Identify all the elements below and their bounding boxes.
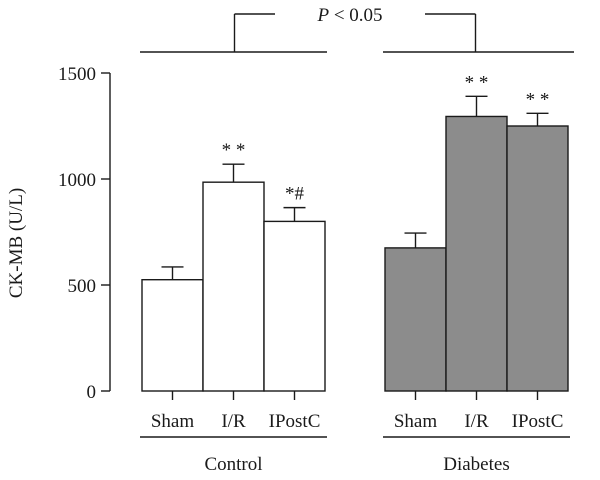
bar-diabetes-ipostc bbox=[506, 125, 569, 392]
significance-marker: * * bbox=[526, 89, 550, 110]
significance-marker: * * bbox=[222, 140, 246, 161]
y-tick-label: 500 bbox=[68, 276, 97, 297]
significance-label: P < 0.05 bbox=[316, 5, 382, 26]
y-tick-label: 1500 bbox=[58, 64, 96, 85]
bars bbox=[141, 95, 569, 392]
significance-marker: * * bbox=[465, 72, 489, 93]
category-label: I/R bbox=[221, 411, 246, 432]
bar-control-ipostc bbox=[263, 220, 326, 392]
labels: 0 500 1000 1500 Sham * * I/R *# IPostC Control Sha… bbox=[58, 5, 563, 475]
bar-diabetes-sham bbox=[384, 247, 447, 392]
group-label-control: Control bbox=[204, 454, 262, 475]
bar-control-ir bbox=[202, 181, 265, 392]
category-label: I/R bbox=[464, 411, 489, 432]
significance-marker: *# bbox=[285, 184, 305, 205]
category-label: IPostC bbox=[269, 411, 321, 432]
y-tick-label: 1000 bbox=[58, 170, 96, 191]
y-axis-label: CK-MB (U/L) bbox=[6, 188, 27, 298]
y-tick-label: 0 bbox=[87, 382, 97, 403]
bar-control-sham bbox=[141, 279, 204, 392]
category-label: Sham bbox=[394, 411, 438, 432]
category-label: Sham bbox=[151, 411, 195, 432]
group-label-diabetes: Diabetes bbox=[443, 454, 509, 475]
category-label: IPostC bbox=[512, 411, 564, 432]
bar-diabetes-ir bbox=[445, 115, 508, 392]
axes bbox=[101, 13, 574, 438]
